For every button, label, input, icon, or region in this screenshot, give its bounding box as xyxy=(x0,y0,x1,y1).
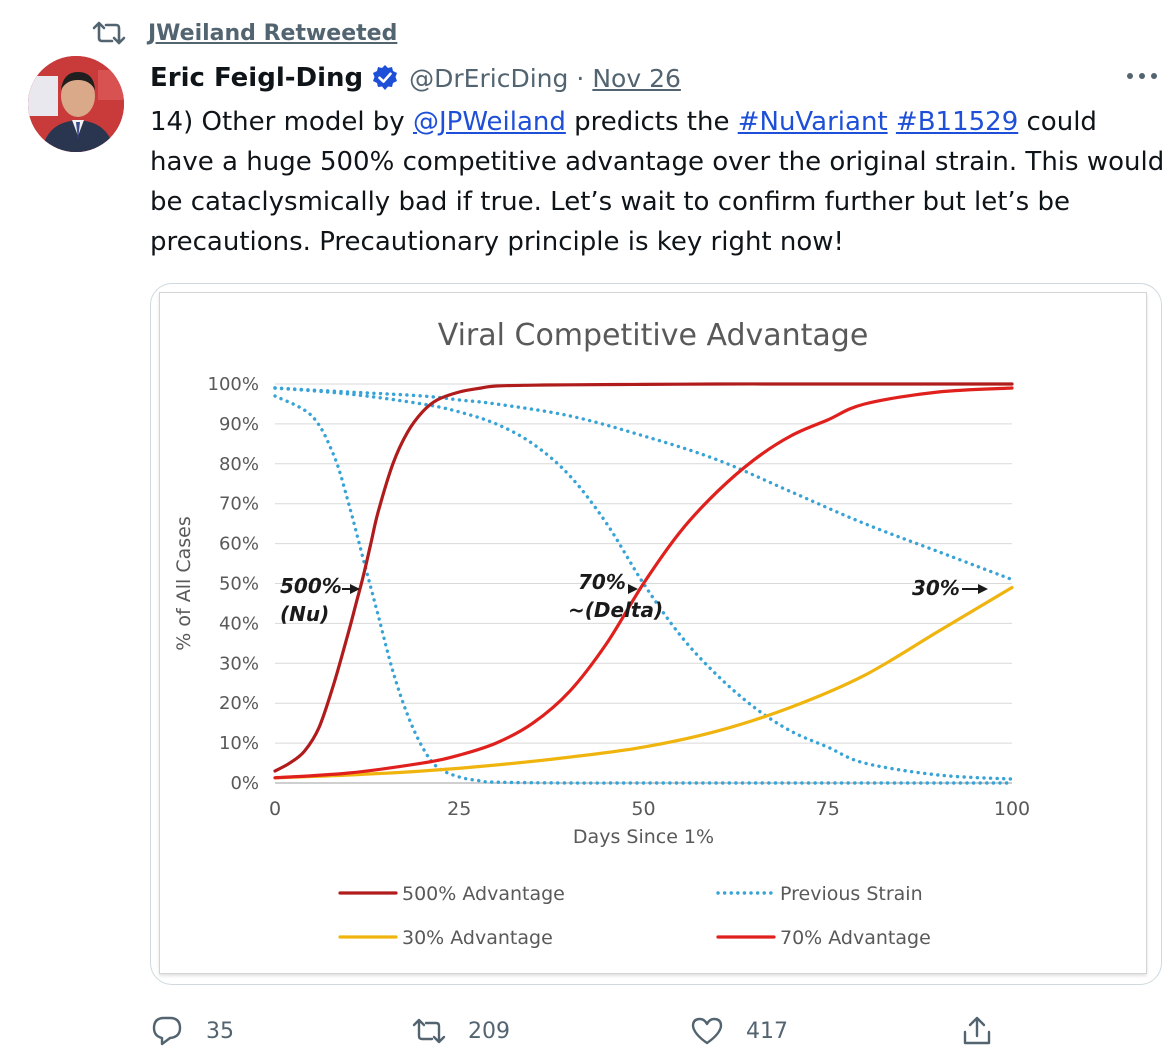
like-count: 417 xyxy=(746,1018,788,1044)
series-line xyxy=(273,585,1014,780)
x-tick-label: 0 xyxy=(269,798,281,820)
tweet-text-part: could have a huge 500% competitive advan… xyxy=(150,107,1165,257)
legend-label: 70% Advantage xyxy=(780,927,931,949)
y-tick-label: 0% xyxy=(230,773,259,794)
reply-button[interactable]: 35 xyxy=(150,1008,234,1054)
series-line xyxy=(273,386,1014,781)
y-tick-label: 10% xyxy=(219,733,259,754)
chart: Viral Competitive Advantage 0% 10% 20% 30% 40… xyxy=(173,318,1030,949)
retweet-context: JWeiland Retweeted xyxy=(92,16,397,50)
tweet-text: 14) Other model by @JPWeiland predicts t… xyxy=(150,102,1165,262)
chart-annotation: 500% xyxy=(280,574,342,598)
series-line xyxy=(273,386,1014,780)
heart-icon xyxy=(691,1017,723,1045)
more-options-icon[interactable] xyxy=(1124,66,1160,86)
y-tick-label: 40% xyxy=(219,613,259,634)
hashtag-link[interactable]: #NuVariant xyxy=(737,107,888,137)
tweet-media[interactable]: Viral Competitive Advantage 0% 10% 20% 30% 40… xyxy=(150,283,1162,985)
chart-title: Viral Competitive Advantage xyxy=(438,318,869,353)
tweet-text-part: 14) Other model by xyxy=(150,107,413,137)
y-axis-label: % of All Cases xyxy=(173,516,195,650)
y-tick-label: 80% xyxy=(219,454,259,475)
y-tick-label: 70% xyxy=(219,494,259,515)
x-tick-label: 50 xyxy=(631,798,655,820)
annotation-arrowhead xyxy=(350,584,360,594)
retweet-button[interactable]: 209 xyxy=(412,1008,510,1054)
tweet-header: Eric Feigl-Ding @DrEricDing · Nov 26 xyxy=(150,58,681,98)
series-line xyxy=(273,382,1014,773)
annotation-arrowhead xyxy=(978,584,988,594)
legend-label: Previous Strain xyxy=(780,883,923,905)
share-button[interactable] xyxy=(960,1008,1016,1054)
tweet-date-link[interactable]: Nov 26 xyxy=(592,63,681,93)
tweet-text-part: predicts the xyxy=(565,107,738,137)
y-tick-label: 50% xyxy=(219,574,259,595)
y-tick-label: 60% xyxy=(219,534,259,555)
y-tick-label: 100% xyxy=(208,374,259,395)
legend-label: 30% Advantage xyxy=(402,927,553,949)
like-button[interactable]: 417 xyxy=(690,1008,788,1054)
retweet-count: 209 xyxy=(468,1018,510,1044)
avatar[interactable] xyxy=(28,56,124,152)
y-tick-label: 20% xyxy=(219,693,259,714)
avatar-image xyxy=(28,56,124,152)
series-line xyxy=(273,394,1014,785)
author-name[interactable]: Eric Feigl-Ding xyxy=(150,63,364,93)
mention-link[interactable]: @JPWeiland xyxy=(412,107,566,137)
x-tick-label: 25 xyxy=(447,798,471,820)
reply-icon xyxy=(152,1016,182,1046)
chart-annotation: (Nu) xyxy=(280,602,329,626)
x-axis-label: Days Since 1% xyxy=(573,826,714,848)
verified-badge-icon xyxy=(373,65,398,90)
series-line xyxy=(273,386,1014,582)
retweeted-by-link[interactable]: JWeiland Retweeted xyxy=(148,20,398,46)
chart-annotation: 30% xyxy=(912,576,960,600)
author-handle[interactable]: @DrEricDing xyxy=(409,63,569,93)
x-tick-label: 75 xyxy=(816,798,840,820)
y-tick-label: 90% xyxy=(219,414,259,435)
reply-count: 35 xyxy=(206,1018,234,1044)
chart-annotation: ~(Delta) xyxy=(568,598,663,622)
header-separator: · xyxy=(576,63,585,93)
chart-image: Viral Competitive Advantage 0% 10% 20% 30% 40… xyxy=(159,292,1147,974)
chart-annotation: 70% xyxy=(578,570,626,594)
tweet-actions: 35 209 417 xyxy=(150,1008,1050,1054)
retweet-icon xyxy=(412,1018,446,1044)
legend-label: 500% Advantage xyxy=(402,883,565,905)
tweet-text-space xyxy=(888,107,896,137)
annotation-arrowhead xyxy=(628,584,638,594)
hashtag-link[interactable]: #B11529 xyxy=(895,107,1019,137)
x-tick-label: 100 xyxy=(994,798,1030,820)
retweet-icon xyxy=(92,21,126,45)
share-icon xyxy=(963,1016,991,1045)
y-tick-label: 30% xyxy=(219,653,259,674)
